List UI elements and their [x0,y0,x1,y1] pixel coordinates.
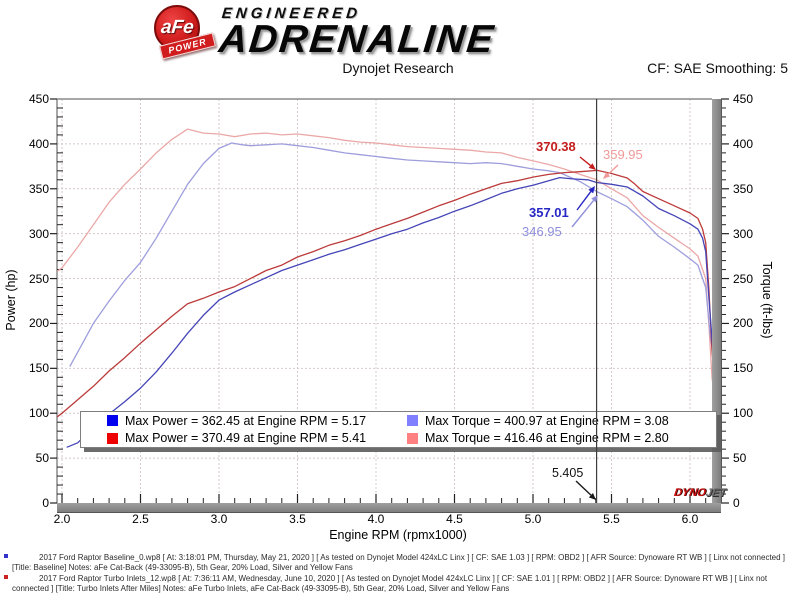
series-baseline-torque [70,143,715,368]
y-axis-label-left: 50 [19,451,49,465]
y-axis-label-right: 350 [733,182,767,196]
series-turbo-inlets-torque [57,129,713,391]
legend-swatch-icon [107,433,118,444]
annotation-label-3: 346.95 [522,224,562,239]
dynojet-logo-part2: JET [705,487,727,499]
note-bullet-icon [4,575,8,579]
legend-label: Max Power = 362.45 at Engine RPM = 5.17 [125,414,366,428]
legend-item-3: Max Torque = 416.46 at Engine RPM = 2.80 [407,431,716,445]
y-axis-label-right: 250 [733,272,767,286]
legend-swatch-icon [407,415,418,426]
legend-item-0: Max Power = 362.45 at Engine RPM = 5.17 [107,414,407,428]
x-axis-label: 5.0 [515,512,551,526]
x-axis-label: 6.0 [672,512,708,526]
note-text: 2017 Ford Raptor Baseline_0.wp8 [ At: 3:… [12,553,797,572]
brand-text: ENGINEERED ADRENALINE [217,5,498,58]
y-axis-label-left: 400 [19,137,49,151]
x-axis-label: 2.0 [44,512,80,526]
legend-label: Max Power = 370.49 at Engine RPM = 5.41 [125,431,366,445]
dynojet-logo: DYNOJET [673,487,727,499]
y-axis-label-right: 50 [733,451,767,465]
x-axis-label: 4.0 [358,512,394,526]
legend-item-1: Max Torque = 400.97 at Engine RPM = 3.08 [407,414,716,428]
note-bullet-icon [4,554,8,558]
y-axis-label-right: 150 [733,361,767,375]
cursor-value-label: 5.405 [552,466,583,480]
y-axis-label-left: 350 [19,182,49,196]
run-note-1: 2017 Ford Raptor Turbo Inlets_12.wp8 [ A… [3,574,797,593]
legend-label: Max Torque = 400.97 at Engine RPM = 3.08 [425,414,669,428]
y-axis-label-right: 0 [733,496,767,510]
y-axis-label-right: 300 [733,227,767,241]
x-axis-label: 3.0 [201,512,237,526]
y-axis-label-right: 100 [733,406,767,420]
y-axis-label-right: 450 [733,92,767,106]
chart-title: Dynojet Research [342,60,453,76]
x-axis-title: Engine RPM (rpmx1000) [329,528,467,542]
series-baseline-power [67,178,715,448]
y-axis-title-power: Power (hp) [4,269,18,330]
y-axis-label-left: 300 [19,227,49,241]
y-axis-label-left: 250 [19,272,49,286]
y-axis-label-right: 400 [733,137,767,151]
y-axis-label-left: 200 [19,316,49,330]
y-axis-label-left: 450 [19,92,49,106]
y-axis-label-left: 150 [19,361,49,375]
legend-swatch-icon [407,433,418,444]
legend-label: Max Torque = 416.46 at Engine RPM = 2.80 [425,431,669,445]
legend-box: Max Power = 362.45 at Engine RPM = 5.17 M… [80,411,717,448]
smoothing-label: CF: SAE Smoothing: 5 [647,60,788,76]
run-notes: 2017 Ford Raptor Baseline_0.wp8 [ At: 3:… [3,553,797,595]
afe-logo-text: aFe [159,17,194,39]
brand-header: aFe POWER ENGINEERED ADRENALINE [150,3,496,59]
annotation-label-2: 357.01 [529,205,569,220]
x-axis-label: 2.5 [123,512,159,526]
run-note-0: 2017 Ford Raptor Baseline_0.wp8 [ At: 3:… [3,553,797,572]
y-axis-label-left: 0 [19,496,49,510]
x-axis-label: 5.5 [594,512,630,526]
series-turbo-inlets-power [57,170,713,416]
dynojet-logo-part1: DYNO [673,487,706,499]
y-axis-label-left: 100 [19,406,49,420]
note-text: 2017 Ford Raptor Turbo Inlets_12.wp8 [ A… [12,574,797,593]
legend-item-2: Max Power = 370.49 at Engine RPM = 5.41 [107,431,407,445]
afe-power-logo: aFe POWER [150,3,212,59]
x-axis-label: 3.5 [280,512,316,526]
brand-adrenaline-text: ADRENALINE [217,22,496,58]
annotation-label-0: 370.38 [536,139,576,154]
y-axis-label-right: 200 [733,316,767,330]
x-axis-label: 4.5 [437,512,473,526]
legend-swatch-icon [107,415,118,426]
annotation-label-1: 359.95 [603,147,643,162]
